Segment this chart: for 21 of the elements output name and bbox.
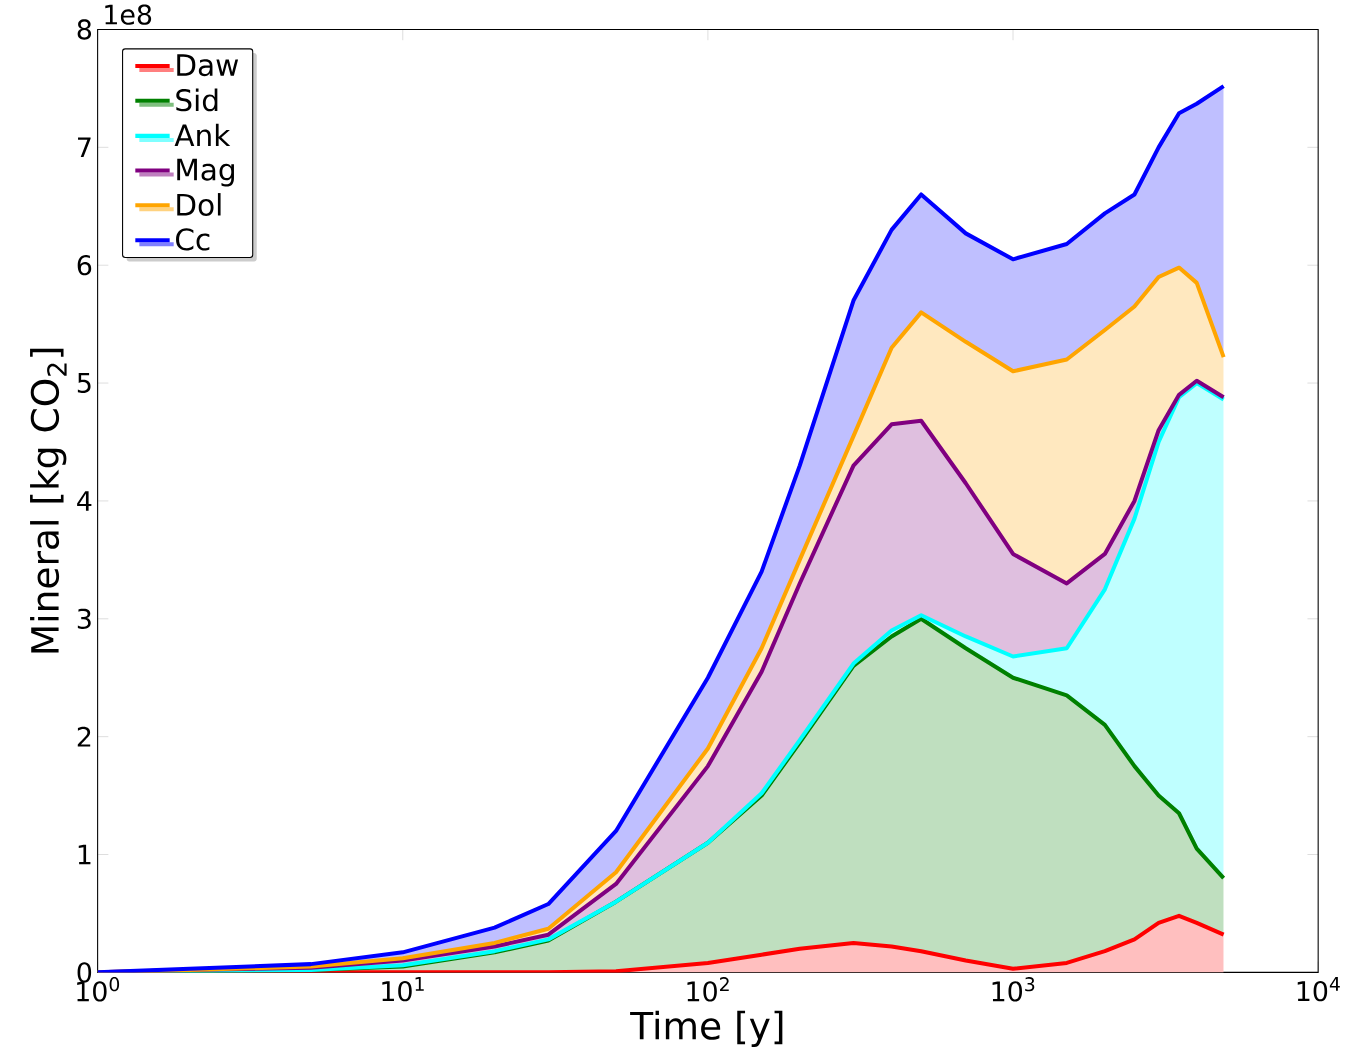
y-tick-label: 2 [77,726,91,747]
legend-label: Ank [174,123,231,147]
y-tick-label: 7 [78,137,91,158]
y-tick-label: 5 [77,373,91,394]
x-tick-label: 10$^{3}$ [992,977,1035,1002]
x-axis-title: Time [y] [630,1010,783,1048]
y-tick-label: 1 [78,844,91,865]
y-tick-label: 6 [77,255,92,276]
y-tick-label: 4 [77,491,92,511]
text: 1e8 [105,4,152,25]
x-tick-label: 10$^{4}$ [1297,977,1340,1002]
y-axis-title: Mineral [kg CO$_{2}$] [30,349,67,653]
legend-label: Cc [176,228,210,251]
legend-label: Sid [176,88,218,112]
y-tick-label: 8 [77,19,92,40]
legend-label: Dol [177,193,221,217]
legend-label: Daw [177,54,239,77]
x-tick-label: 10$^{2}$ [687,977,729,1002]
y-tick-label: 3 [77,608,91,630]
x-tick-label: 10$^{1}$ [382,977,424,1002]
legend-label: Mag [177,159,234,187]
